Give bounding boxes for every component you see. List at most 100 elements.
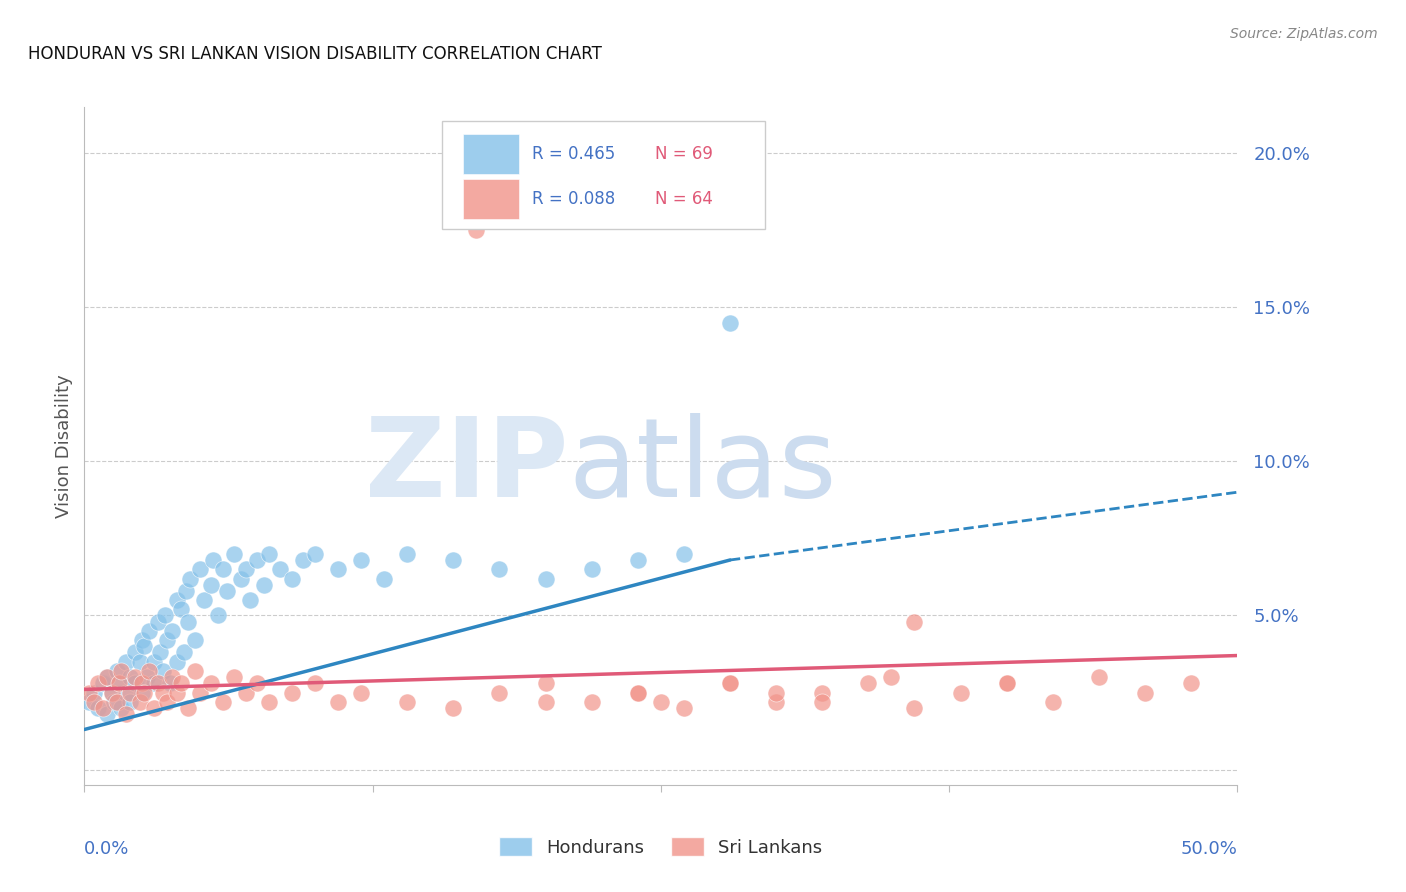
Point (87, 701, 110, 715)
Point (627, 553, 650, 567)
Point (441, 553, 464, 567)
Point (1180, 676, 1202, 690)
Point (146, 676, 169, 690)
Point (396, 695, 419, 709)
Point (903, 615, 925, 629)
Point (246, 553, 269, 567)
Point (177, 701, 200, 715)
Point (160, 624, 183, 638)
Point (292, 553, 315, 567)
Point (269, 562, 291, 576)
Point (115, 707, 138, 722)
Point (138, 664, 160, 678)
Point (672, 547, 695, 561)
Point (134, 685, 156, 699)
Point (581, 562, 603, 576)
Point (77, 685, 100, 699)
Point (142, 655, 165, 669)
Point (120, 685, 142, 699)
Point (177, 615, 200, 629)
FancyBboxPatch shape (441, 120, 765, 229)
Point (135, 670, 157, 684)
Point (239, 593, 262, 607)
Point (77, 695, 100, 709)
Point (488, 685, 510, 699)
Point (1042, 695, 1064, 709)
Point (193, 593, 215, 607)
Point (188, 562, 211, 576)
Text: HONDURAN VS SRI LANKAN VISION DISABILITY CORRELATION CHART: HONDURAN VS SRI LANKAN VISION DISABILITY… (28, 45, 602, 62)
Point (96, 707, 118, 722)
Point (995, 676, 1018, 690)
Point (627, 685, 650, 699)
Point (83, 695, 105, 709)
Point (211, 562, 233, 576)
Point (152, 685, 174, 699)
Point (188, 685, 211, 699)
Point (217, 583, 239, 598)
Text: Source: ZipAtlas.com: Source: ZipAtlas.com (1230, 27, 1378, 41)
Point (304, 676, 326, 690)
Point (811, 685, 834, 699)
FancyBboxPatch shape (463, 135, 519, 175)
Point (672, 701, 695, 715)
Point (91, 676, 114, 690)
Point (96, 670, 118, 684)
Text: atlas: atlas (568, 413, 837, 520)
Point (128, 655, 150, 669)
Point (903, 701, 925, 715)
Point (115, 655, 138, 669)
Point (142, 701, 165, 715)
Point (627, 685, 650, 699)
Point (373, 572, 395, 586)
Point (534, 572, 557, 586)
Point (858, 676, 880, 690)
Y-axis label: Vision Disability: Vision Disability (55, 374, 73, 518)
Point (124, 670, 146, 684)
Point (1133, 685, 1156, 699)
Point (105, 664, 128, 678)
Point (83, 685, 105, 699)
Point (115, 685, 138, 699)
Text: R = 0.088: R = 0.088 (531, 190, 614, 208)
Point (396, 547, 419, 561)
Point (179, 572, 201, 586)
Text: ZIP: ZIP (366, 413, 568, 520)
Point (534, 695, 557, 709)
Point (224, 670, 246, 684)
Point (488, 562, 510, 576)
Text: 0.0%: 0.0% (84, 840, 129, 858)
Point (949, 685, 972, 699)
Point (159, 676, 181, 690)
Point (350, 685, 373, 699)
Point (350, 553, 373, 567)
Point (101, 685, 124, 699)
Point (128, 695, 150, 709)
Point (224, 547, 246, 561)
Point (718, 676, 741, 690)
Point (441, 701, 464, 715)
Point (110, 664, 132, 678)
Text: 50.0%: 50.0% (1181, 840, 1237, 858)
Point (235, 562, 257, 576)
Point (257, 695, 280, 709)
Point (211, 695, 233, 709)
Point (149, 645, 172, 659)
Point (110, 701, 132, 715)
Point (281, 572, 304, 586)
Point (166, 593, 188, 607)
Point (174, 583, 197, 598)
Point (120, 695, 142, 709)
Point (200, 577, 222, 591)
FancyBboxPatch shape (463, 178, 519, 219)
Point (160, 670, 183, 684)
Point (534, 676, 557, 690)
Point (131, 676, 153, 690)
Point (184, 664, 207, 678)
Point (124, 645, 146, 659)
Point (253, 577, 276, 591)
Point (246, 676, 269, 690)
Point (103, 695, 125, 709)
Point (166, 655, 188, 669)
Point (326, 562, 349, 576)
